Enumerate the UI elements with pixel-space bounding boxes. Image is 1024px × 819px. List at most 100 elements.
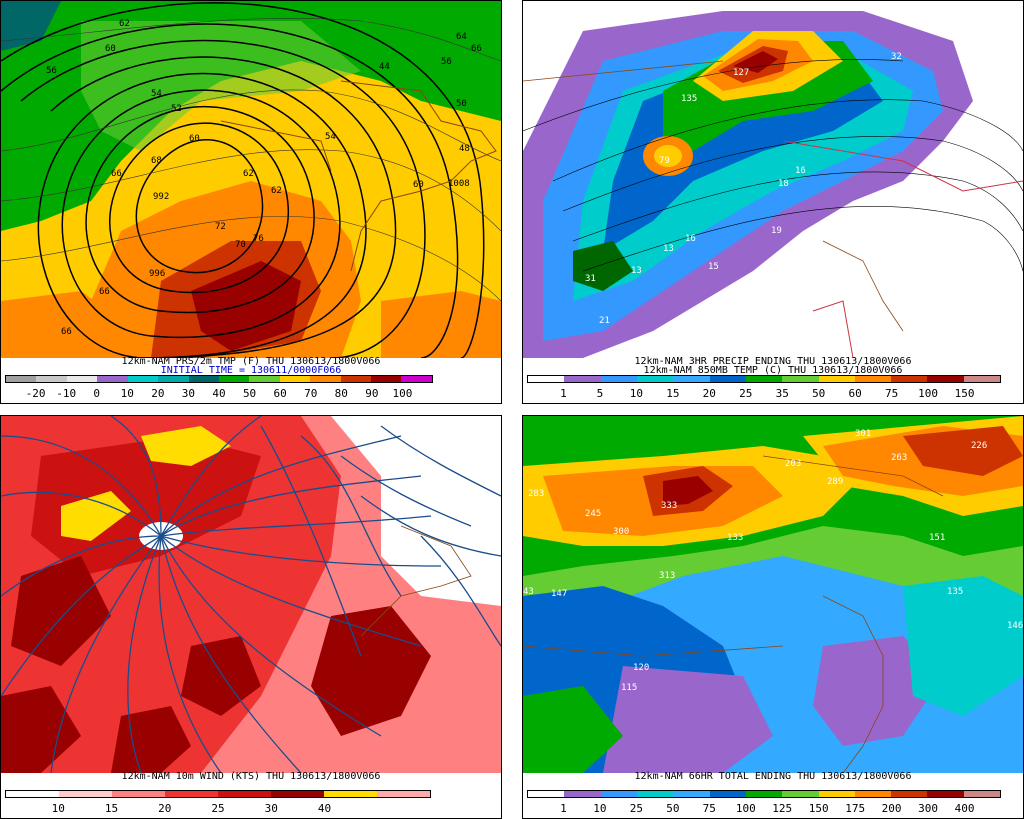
caption-initial-time: INITIAL TIME = 130611/0000F066 [160,365,342,376]
colorbar-swatch [528,376,565,382]
colorbar-tick-label: 30 [181,387,196,400]
colorbar-tick-label: 15 [104,802,119,815]
colorbar-swatch [66,376,98,382]
colorbar-tick-label: 75 [702,802,716,815]
svg-text:19: 19 [771,226,782,236]
svg-text:992: 992 [153,192,169,202]
colorbar-swatch [97,376,128,382]
svg-text:151: 151 [929,533,945,543]
colorbar-tick-label: 50 [242,387,257,400]
colorbar-tick-label: 150 [808,802,829,815]
colorbar-ticks-temperature: -20 -10 0 10 20 30 40 50 60 70 80 90 100 [1,387,501,401]
colorbar-swatch [165,791,218,797]
colorbar-swatch [6,376,37,382]
caption-title: 12km-NAM PRS/2m TMP (F) THU 130613/1800V… [121,356,381,367]
caption-wind-title: 12km-NAM 10m WIND (KTS) THU 130613/1800V… [121,771,381,782]
svg-text:313: 313 [659,571,675,581]
colorbar-tick-label: 60 [848,387,862,400]
svg-text:76: 76 [253,234,264,244]
svg-text:60: 60 [189,134,200,144]
colorbar-swatch [377,791,430,797]
colorbar-swatch [636,376,674,382]
colorbar-ticks-total-precip: 1 10 25 50 75 100 125 150 175 200 300 400 [523,802,1023,816]
colorbar-tick-label: 35 [775,387,789,400]
colorbar-tick-label: 100 [392,387,413,400]
colorbar-tick-label: -10 [56,387,77,400]
svg-text:146: 146 [1007,621,1023,631]
svg-text:68: 68 [151,156,162,166]
colorbar-tick-label: 125 [772,802,793,815]
svg-text:13: 13 [663,244,674,254]
svg-text:54: 54 [151,89,162,99]
colorbar-tick-label: 20 [702,387,716,400]
svg-text:289: 289 [827,477,843,487]
colorbar-tick-label: 75 [884,387,899,400]
svg-text:32: 32 [891,52,902,62]
svg-text:18: 18 [778,179,789,189]
colorbar-tick-label: 50 [812,387,826,400]
colorbar-swatch [600,791,637,797]
colorbar-swatch [782,376,819,382]
colorbar-wind [5,790,431,798]
colorbar-tick-label: 25 [629,802,643,815]
svg-text:66: 66 [111,169,122,179]
colorbar-tick-label: 10 [120,387,134,400]
svg-text:70: 70 [235,240,246,250]
svg-text:120: 120 [633,663,649,673]
svg-text:64: 64 [456,32,467,42]
svg-text:50: 50 [456,99,467,109]
colorbar-swatch [927,376,964,382]
svg-text:133: 133 [727,533,743,543]
svg-text:226: 226 [971,441,987,451]
colorbar-tick-label: 10 [593,802,607,815]
colorbar-swatch [6,791,59,797]
map-temperature: 62 60 56 54 52 44 64 66 56 68 60 62 66 992 996 72 7… [1,1,501,358]
colorbar-tick-label: 100 [735,802,756,815]
colorbar-swatch [218,791,271,797]
colorbar-tick-label: 60 [273,387,287,400]
svg-text:15: 15 [708,262,719,272]
colorbar-tick-label: 400 [954,802,975,815]
colorbar-tick-label: 10 [629,387,643,400]
panel-10m-wind: 12km-NAM 10m WIND (KTS) THU 130613/1800V… [0,415,502,819]
map-wind-streamlines [1,416,501,773]
colorbar-swatch [564,791,601,797]
colorbar-tick-label: 175 [845,802,866,815]
panel-66hr-total-precip: 301 226 283 203 263 289 333 245 300 133 151 313 … [522,415,1024,819]
svg-text:13: 13 [631,266,642,276]
colorbar-swatch [528,791,565,797]
colorbar-swatch [673,791,710,797]
colorbar-swatch [927,791,964,797]
colorbar-swatch [127,376,159,382]
map-precip-3hr: 127 135 32 79 18 16 19 13 15 16 31 13 21 8 [523,1,1023,358]
colorbar-swatch [636,791,674,797]
svg-text:56: 56 [46,66,57,76]
svg-text:79: 79 [659,156,670,166]
colorbar-swatch [891,791,928,797]
colorbar-tick-label: -20 [25,387,46,400]
svg-text:135: 135 [947,587,963,597]
colorbar-swatch [310,376,341,382]
colorbar-swatch [673,376,710,382]
caption-850mb-title: 12km-NAM 850MB TEMP (C) THU 130613/1800V… [643,365,903,376]
colorbar-tick-label: 25 [739,387,753,400]
colorbar-swatch [279,376,311,382]
colorbar-ticks-wind: 10 15 20 25 30 40 [1,802,501,816]
colorbar-tick-label: 40 [317,802,332,815]
colorbar-swatch [324,791,377,797]
colorbar-tick-label: 20 [151,387,165,400]
colorbar-total-precip [527,790,1001,798]
colorbar-swatch [745,791,783,797]
svg-text:52: 52 [171,104,182,114]
svg-text:66: 66 [61,327,72,337]
svg-text:16: 16 [795,166,806,176]
colorbar-swatch [891,376,928,382]
colorbar-tick-label: 150 [954,387,975,400]
colorbar-tick-label: 10 [51,802,65,815]
colorbar-swatch [709,376,746,382]
colorbar-tick-label: 300 [918,802,938,815]
colorbar-swatch [564,376,601,382]
panel-temperature-pressure: 62 60 56 54 52 44 64 66 56 68 60 62 66 992 996 72 7… [0,0,502,404]
colorbar-swatch [36,376,67,382]
colorbar-swatch [271,791,324,797]
